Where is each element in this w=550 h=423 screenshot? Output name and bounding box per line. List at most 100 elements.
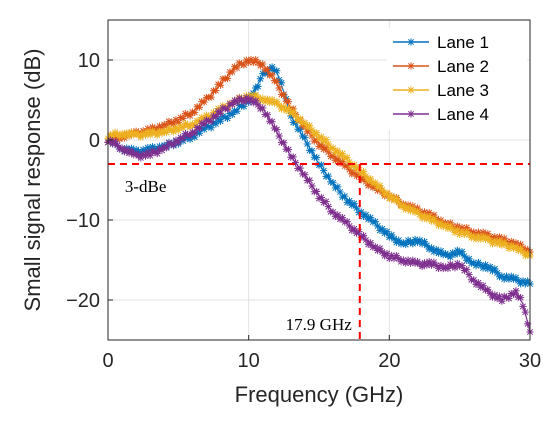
series-point (280, 103, 288, 111)
series-point (165, 139, 173, 147)
series-point (317, 133, 325, 141)
series-point (336, 215, 344, 223)
series-point (474, 228, 483, 236)
series-point (442, 221, 450, 229)
x-tick-label: 30 (519, 350, 541, 372)
series-point (399, 202, 407, 210)
series-point (137, 133, 145, 141)
series-point (498, 272, 506, 280)
series-point (174, 126, 182, 134)
series-point (155, 122, 164, 130)
series-point (451, 250, 459, 259)
series-point (148, 123, 157, 131)
series-point (240, 61, 248, 69)
x-tick-label: 20 (378, 350, 400, 372)
legend: Lane 1 Lane 2 Lane 3 Lane 4 (387, 28, 527, 130)
series-point (214, 80, 222, 88)
series-point (495, 233, 504, 241)
series-point (364, 215, 372, 223)
series-point (381, 229, 389, 237)
series-point (378, 248, 386, 256)
series-point (205, 117, 213, 125)
series-point (524, 320, 532, 328)
series-point (202, 122, 211, 130)
series-point (425, 258, 433, 266)
series-point (289, 153, 297, 161)
series-point (381, 190, 389, 198)
series-point (376, 226, 384, 234)
series-point (207, 117, 215, 125)
series-point (371, 179, 379, 187)
series-point (458, 261, 466, 270)
series-point (388, 251, 396, 260)
series-point (155, 145, 164, 153)
series-point (198, 113, 206, 121)
series-point (470, 232, 478, 240)
series-point (371, 218, 379, 226)
series-point (193, 117, 201, 125)
series-point (359, 232, 368, 240)
series-point (144, 148, 152, 156)
series-point (259, 104, 267, 112)
series-point (486, 289, 494, 297)
series-point (291, 159, 300, 167)
series-point (280, 139, 288, 147)
series-point (334, 211, 342, 219)
series-point (219, 104, 227, 112)
series-point (395, 255, 403, 263)
series-point (144, 127, 152, 136)
series-point (343, 198, 351, 206)
series-point (500, 234, 508, 242)
series-point (519, 302, 527, 310)
series-point (463, 224, 471, 232)
series-point (470, 228, 478, 236)
series-point (491, 265, 499, 273)
series-point (160, 143, 168, 151)
series-point (275, 84, 283, 92)
series-point (334, 155, 342, 163)
series-point (334, 183, 342, 191)
annotation-cutoff-frequency: 17.9 GHz (286, 315, 353, 334)
series-point (479, 282, 487, 290)
series-point (216, 109, 225, 117)
series-point (212, 113, 220, 121)
series-point (242, 94, 250, 102)
series-point (223, 74, 232, 82)
series-point (315, 134, 323, 142)
x-tick-label: 0 (102, 350, 113, 372)
series-point (179, 124, 187, 132)
series-point (362, 236, 370, 244)
series-point (174, 138, 182, 146)
series-point (453, 222, 461, 230)
series-point (324, 172, 332, 180)
legend-entry: Lane 4 (393, 105, 489, 124)
series-point (512, 243, 520, 251)
series-point (350, 200, 358, 208)
series-point (205, 123, 213, 131)
series-point (348, 226, 356, 234)
series-point (153, 131, 161, 139)
series-point (404, 256, 412, 264)
series-point (458, 248, 466, 256)
y-tick-label: −20 (66, 290, 100, 312)
series-point (209, 119, 218, 127)
series-point (273, 126, 281, 134)
series-point (418, 262, 426, 270)
series-point (263, 95, 272, 103)
series-point (200, 125, 208, 133)
series-point (392, 194, 400, 202)
series-point (240, 102, 248, 110)
series-point (306, 176, 314, 184)
series-point (495, 273, 504, 281)
legend-marker (407, 38, 415, 46)
series-point (374, 222, 382, 230)
series-point (350, 225, 358, 233)
series-point (303, 140, 311, 148)
series-point (146, 131, 154, 139)
series-point (146, 152, 154, 160)
plot-area-frame (107, 19, 531, 341)
series-point (233, 107, 241, 115)
series-point (207, 93, 215, 101)
series-point (507, 272, 515, 280)
series-point (195, 129, 204, 137)
